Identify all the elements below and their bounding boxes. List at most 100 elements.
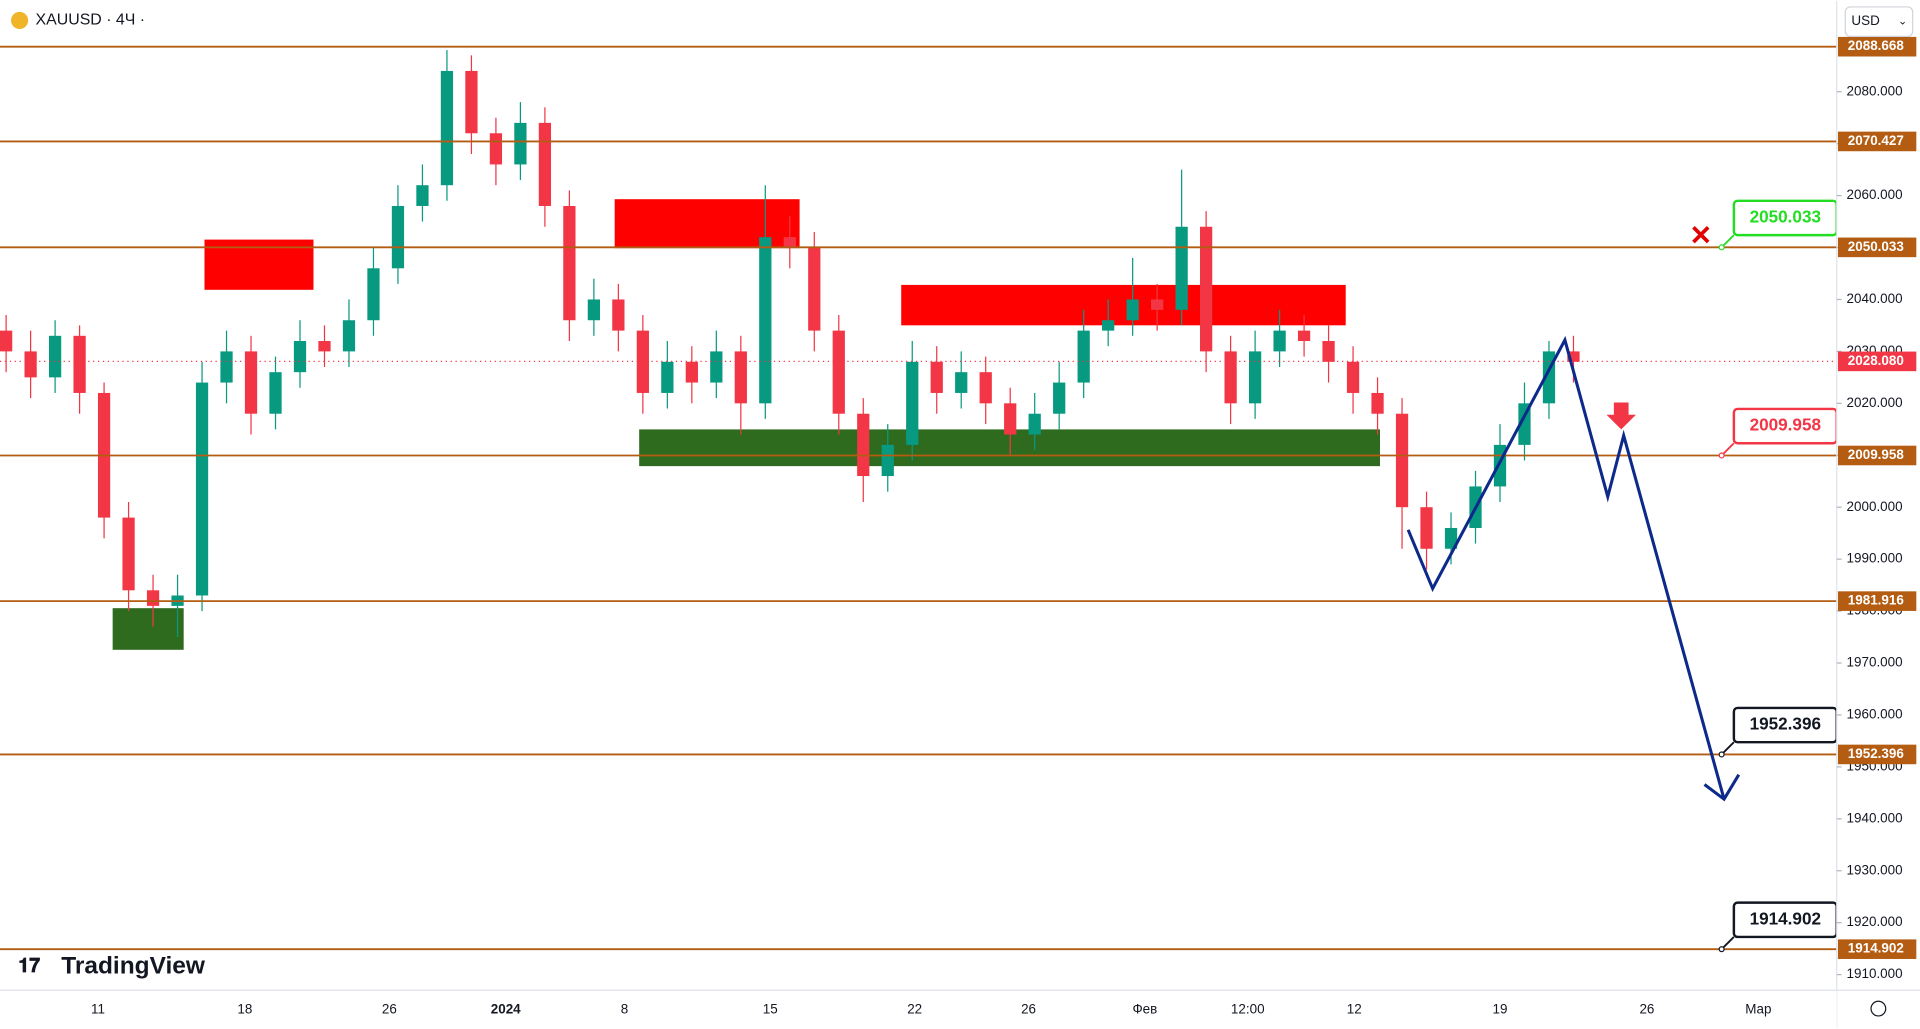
candle-body bbox=[930, 361, 943, 393]
candle-body bbox=[783, 237, 796, 248]
callout-anchor bbox=[1718, 244, 1725, 251]
y-tick-label: 2040.000 bbox=[1847, 291, 1903, 306]
level-label-box bbox=[1837, 131, 1917, 152]
currency-label: USD bbox=[1851, 13, 1880, 28]
x-tick-label: 11 bbox=[91, 1001, 105, 1016]
candle-body bbox=[710, 351, 723, 383]
candle-body bbox=[1102, 320, 1115, 331]
candle-body bbox=[759, 237, 772, 404]
candle-body bbox=[1175, 226, 1188, 310]
candle-body bbox=[857, 413, 870, 477]
candle-body bbox=[122, 517, 135, 591]
level-label: 2050.033 bbox=[1848, 239, 1904, 254]
x-tick-label: 22 bbox=[907, 1001, 922, 1016]
level-label: 1952.396 bbox=[1848, 746, 1904, 761]
candle-body bbox=[1518, 403, 1531, 445]
x-tick-label: 12:00 bbox=[1231, 1001, 1265, 1016]
x-tick-label: 15 bbox=[763, 1001, 778, 1016]
y-tick-label: 1970.000 bbox=[1847, 655, 1903, 670]
time-axis bbox=[0, 990, 1837, 1029]
candle-body bbox=[342, 320, 356, 352]
candle-body bbox=[416, 185, 429, 206]
candle-body bbox=[1224, 351, 1237, 404]
candle-body bbox=[1004, 403, 1017, 435]
candle-body bbox=[563, 205, 576, 321]
y-tick-label: 1910.000 bbox=[1847, 966, 1903, 981]
candle-body bbox=[881, 444, 894, 477]
x-tick-label: 19 bbox=[1493, 1001, 1508, 1016]
currency-select[interactable] bbox=[1844, 6, 1914, 37]
level-label-box bbox=[1837, 744, 1917, 765]
projection-path bbox=[1406, 335, 1726, 800]
price-axis bbox=[1836, 0, 1920, 1029]
level-label-box bbox=[1837, 237, 1917, 258]
candle-body bbox=[195, 382, 209, 596]
x-tick-label: 8 bbox=[621, 1001, 628, 1016]
symbol-title: XAUUSD · 4Ч · bbox=[36, 12, 146, 29]
candle-body bbox=[832, 330, 845, 414]
level-label: 1914.902 bbox=[1848, 941, 1904, 956]
level-label: 2070.427 bbox=[1848, 133, 1904, 148]
level-label-box bbox=[1837, 939, 1917, 959]
candle-body bbox=[661, 361, 674, 393]
candle-body bbox=[1200, 226, 1213, 352]
x-tick-label: 18 bbox=[237, 1001, 252, 1016]
candle-body bbox=[1567, 351, 1580, 362]
y-tick-label: 1990.000 bbox=[1847, 551, 1903, 566]
brand: TradingView bbox=[61, 952, 206, 979]
level-label: 2088.668 bbox=[1848, 38, 1905, 53]
candle-body bbox=[489, 133, 503, 165]
x-tick-label: 2024 bbox=[491, 1001, 521, 1016]
x-tick-label: 26 bbox=[1021, 1001, 1036, 1016]
x-tick-label: 26 bbox=[382, 1001, 397, 1016]
candle-body bbox=[0, 330, 13, 352]
candle-body bbox=[1297, 330, 1311, 342]
candle-body bbox=[48, 335, 62, 378]
x-tick-label: Фев bbox=[1132, 1001, 1157, 1016]
resistance-zone bbox=[901, 284, 1346, 326]
logo-mark: 𝟏𝟕 bbox=[18, 955, 40, 977]
y-tick-label: 1920.000 bbox=[1847, 914, 1903, 929]
candle-body bbox=[808, 247, 821, 331]
candle-body bbox=[1248, 351, 1262, 404]
candle-body bbox=[1346, 361, 1360, 393]
candle-body bbox=[1371, 392, 1384, 414]
candle-body bbox=[73, 335, 86, 393]
y-tick-label: 2020.000 bbox=[1847, 395, 1903, 410]
callout-anchor bbox=[1718, 452, 1725, 459]
level-label-box bbox=[1837, 36, 1917, 57]
plot-area: 2050.033 2009.958 1952.396 1914.902 bbox=[0, 45, 1838, 953]
candle-body bbox=[1322, 341, 1335, 362]
candle-body bbox=[391, 205, 405, 269]
candle-body bbox=[244, 351, 258, 414]
candle-body bbox=[1028, 413, 1041, 435]
sell-arrow bbox=[1606, 402, 1636, 430]
dropdown-caret: ⌄ bbox=[1898, 16, 1907, 28]
callout-label: 1952.396 bbox=[1750, 714, 1821, 734]
candle-body bbox=[1420, 507, 1433, 549]
candle-body bbox=[465, 70, 478, 134]
settings-icon[interactable] bbox=[1870, 1000, 1887, 1017]
candle-body bbox=[440, 70, 454, 186]
candle-body bbox=[1151, 299, 1164, 310]
y-tick-label: 2000.000 bbox=[1847, 499, 1903, 514]
candle-body bbox=[1444, 527, 1458, 549]
cross-mark bbox=[1692, 226, 1710, 244]
candle-body bbox=[906, 361, 919, 445]
candle-body bbox=[979, 372, 992, 404]
support-zone bbox=[112, 608, 184, 650]
x-tick-label: 12 bbox=[1347, 1001, 1362, 1016]
candle-body bbox=[1395, 413, 1409, 508]
x-tick-label: Мар bbox=[1745, 1001, 1771, 1016]
callout-label: 2009.958 bbox=[1750, 415, 1821, 435]
y-tick-label: 2080.000 bbox=[1847, 83, 1903, 98]
resistance-zone bbox=[614, 199, 800, 249]
candle-body bbox=[514, 122, 527, 165]
callout-label: 2050.033 bbox=[1750, 206, 1821, 226]
y-tick-label: 2060.000 bbox=[1847, 187, 1903, 202]
candle-body bbox=[1077, 330, 1090, 383]
candle-body bbox=[269, 372, 282, 414]
candle-body bbox=[734, 351, 747, 404]
